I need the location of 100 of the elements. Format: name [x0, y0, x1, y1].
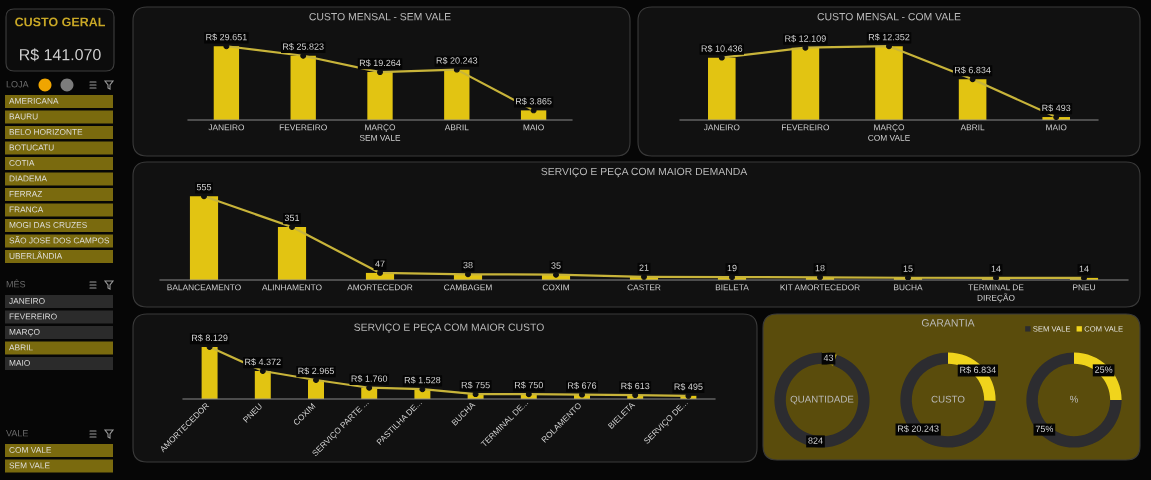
bar [189, 196, 219, 280]
bar [213, 46, 240, 120]
data-label: 555 [196, 183, 212, 191]
x-axis-title: SEM VALE [359, 134, 401, 141]
x-tick-label: MARÇO [365, 124, 396, 132]
text: CUSTO GERAL [15, 17, 105, 27]
x-tick-label: MAIO [523, 124, 544, 131]
data-label: 19 [727, 264, 737, 272]
donut-slice [900, 352, 996, 448]
category-label: MARÇO [9, 329, 40, 337]
data-label: R$ 495 [674, 383, 703, 391]
data-label: R$ 6.834 [955, 66, 991, 74]
x-tick-label: BIELETA [715, 284, 749, 291]
data-label: 43 [823, 354, 834, 362]
bar [875, 46, 903, 120]
category-label: BOTUCATU [9, 144, 54, 151]
x-tick-label: FEVEREIRO [279, 124, 327, 131]
x-tick-label: AMORTECEDOR [347, 284, 413, 291]
category-label: DIADEMA [9, 175, 47, 182]
data-label: 14 [1079, 265, 1089, 272]
bar [254, 371, 271, 399]
category-label: FERRAZ [9, 191, 43, 197]
bar [708, 57, 736, 120]
data-label: 824 [808, 437, 823, 444]
bar [277, 227, 307, 280]
data-label: R$ 493 [1042, 104, 1071, 112]
x-tick-label: FEVEREIRO [782, 124, 830, 131]
text: CUSTO [931, 395, 965, 403]
x-tick-label: CAMBAGEM [444, 284, 492, 291]
data-label: R$ 25.823 [283, 43, 324, 51]
data-label: R$ 6.834 [960, 366, 996, 374]
x-tick-label: CASTER [627, 284, 661, 291]
category-label: FRANCA [9, 206, 44, 213]
chart-title: GARANTIA [921, 319, 975, 327]
x-tick-label: MARÇO [874, 124, 905, 132]
text: QUANTIDADE [790, 395, 854, 405]
donut-slice [1026, 352, 1122, 448]
data-label: R$ 29.651 [206, 33, 247, 41]
x-tick-label: TERMINAL DE DIREÇÃO [968, 284, 1024, 303]
category-label: AMERICANA [9, 98, 59, 104]
data-label: R$ 2.965 [298, 367, 334, 375]
data-label: R$ 750 [514, 381, 543, 389]
x-tick-label: ABRIL [444, 124, 469, 131]
category-label: SEM VALE [9, 462, 50, 469]
data-label: R$ 20.243 [898, 425, 939, 433]
text: % [1070, 395, 1078, 403]
bar [958, 79, 987, 120]
category-label: COTIA [9, 160, 35, 166]
data-label: 351 [284, 214, 300, 222]
x-axis-title: COM VALE [868, 134, 910, 141]
x-tick-label: BALANCEAMENTO [167, 284, 241, 291]
data-label: 14 [991, 265, 1001, 272]
data-label: 21 [639, 264, 649, 271]
category-label: BAURU [9, 113, 38, 120]
chart-title: SERVIÇO E PEÇA COM MAIOR CUSTO [354, 323, 544, 334]
chart-title: CUSTO MENSAL - SEM VALE [309, 13, 451, 21]
data-label: R$ 19.264 [359, 59, 401, 67]
category-label: COM VALE [9, 447, 52, 453]
chart-title: SERVIÇO E PEÇA COM MAIOR DEMANDA [541, 167, 748, 178]
x-tick-label: KIT AMORTECEDOR [780, 284, 860, 291]
data-label: 47 [375, 260, 385, 267]
data-label: R$ 8.129 [192, 334, 228, 342]
bar [791, 47, 820, 120]
data-label: 15 [903, 265, 913, 272]
data-label: R$ 12.352 [868, 33, 910, 41]
text: MÊS [6, 279, 26, 288]
data-label: R$ 12.109 [785, 34, 826, 43]
x-tick-label: ABRIL [960, 124, 985, 131]
bar [290, 55, 316, 120]
x-tick-label: JANEIRO [703, 124, 740, 131]
bar [201, 346, 218, 399]
category-label: JANEIRO [9, 298, 45, 304]
data-label: 18 [815, 264, 825, 272]
data-label: R$ 4.372 [245, 358, 281, 366]
category-label: SÃO JOSE DOS CAMPOS [9, 236, 110, 244]
x-tick-label: MAIO [1046, 124, 1067, 131]
data-label: 35 [551, 262, 561, 269]
bar [367, 72, 393, 120]
data-label: R$ 1.760 [351, 375, 388, 383]
data-label: 38 [463, 261, 473, 269]
x-tick-label: PNEU [1073, 284, 1095, 291]
category-label: ABRIL [9, 344, 33, 351]
chart-title: CUSTO MENSAL - COM VALE [817, 13, 961, 21]
data-label: R$ 3.865 [516, 97, 552, 105]
data-label: 75% [1035, 425, 1054, 433]
x-tick-label: COXIM [542, 284, 569, 291]
category-label: UBERLÂNDIA [9, 251, 63, 259]
data-label: R$ 10.436 [701, 44, 743, 53]
category-label: MOGI DAS CRUZES [9, 222, 87, 228]
data-label: R$ 1.528 [404, 376, 441, 384]
data-label: R$ 20.243 [436, 56, 478, 65]
category-label: BELO HORIZONTE [9, 129, 83, 135]
text: R$ 141.070 [20, 48, 101, 62]
x-tick-label: ALINHAMENTO [261, 284, 322, 291]
data-label: R$ 755 [461, 381, 490, 389]
text: VALE [6, 430, 29, 437]
category-label: FEVEREIRO [9, 313, 57, 320]
category-label: MAIO [9, 360, 30, 366]
bar [444, 69, 470, 120]
text: LOJA [6, 81, 29, 88]
